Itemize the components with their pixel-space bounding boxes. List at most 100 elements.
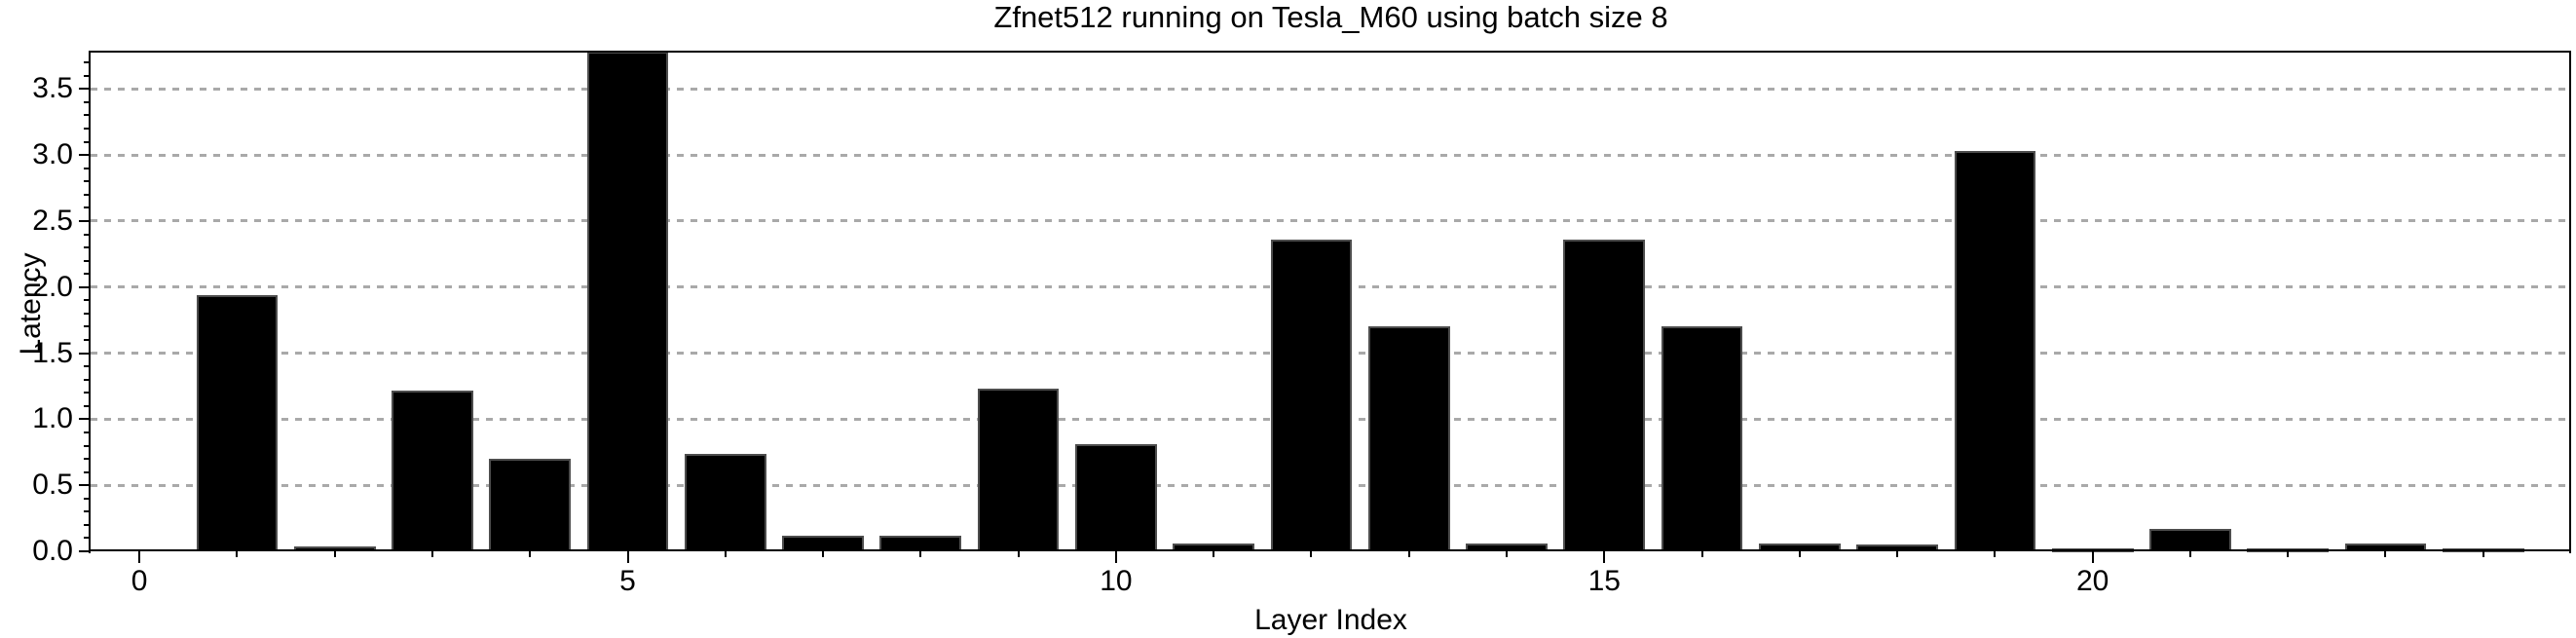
x-minor-tick (1310, 551, 1313, 557)
y-gridline (91, 87, 2571, 91)
y-minor-tick (84, 392, 91, 394)
y-major-tick (79, 88, 91, 91)
axis-spine-bottom (89, 549, 2571, 551)
x-minor-tick (1407, 551, 1410, 557)
y-minor-tick (84, 325, 91, 328)
x-tick-label: 5 (619, 565, 636, 597)
y-gridline (91, 153, 2571, 157)
y-minor-tick (84, 470, 91, 473)
y-major-tick (79, 219, 91, 222)
bar-layer-4 (489, 459, 572, 551)
x-minor-tick (1505, 551, 1508, 557)
y-minor-tick (84, 167, 91, 169)
plot-area (91, 51, 2571, 553)
x-major-tick (1114, 551, 1117, 563)
y-minor-tick (84, 100, 91, 103)
x-minor-tick (724, 551, 727, 557)
x-minor-tick (1994, 551, 1997, 557)
y-minor-tick (84, 246, 91, 249)
x-major-tick (1603, 551, 1606, 563)
y-minor-tick (84, 299, 91, 302)
y-minor-tick (84, 365, 91, 368)
x-major-tick (138, 551, 141, 563)
x-tick-label: 15 (1587, 565, 1621, 597)
bar-layer-9 (977, 389, 1060, 551)
y-minor-tick (84, 378, 91, 381)
y-minor-tick (84, 510, 91, 513)
x-major-tick (626, 551, 629, 563)
y-minor-tick (84, 339, 91, 341)
x-minor-tick (2287, 551, 2290, 557)
y-minor-tick (84, 273, 91, 276)
y-major-tick (79, 154, 91, 157)
y-tick-label: 2.0 (32, 270, 73, 303)
x-minor-tick (529, 551, 532, 557)
y-major-tick (79, 352, 91, 355)
x-minor-tick (333, 551, 336, 557)
y-minor-tick (84, 233, 91, 236)
x-minor-tick (2482, 551, 2484, 557)
x-minor-tick (2188, 551, 2191, 557)
bar-layer-15 (1563, 239, 1646, 551)
x-minor-tick (919, 551, 922, 557)
y-minor-tick (84, 431, 91, 433)
y-tick-label: 0.5 (32, 469, 73, 502)
y-minor-tick (84, 193, 91, 196)
x-axis-label: Layer Index (1254, 604, 1407, 636)
y-minor-tick (84, 444, 91, 447)
x-major-tick (2091, 551, 2094, 563)
bar-layer-19 (1954, 151, 2036, 551)
y-major-tick (79, 418, 91, 421)
x-minor-tick (1017, 551, 1020, 557)
y-minor-tick (84, 140, 91, 143)
bar-layer-3 (392, 390, 473, 551)
axis-spine-right (2569, 51, 2571, 553)
bar-layer-16 (1661, 326, 1743, 551)
x-minor-tick (822, 551, 825, 557)
x-tick-label: 10 (1100, 565, 1133, 597)
bar-layer-6 (684, 453, 766, 551)
y-tick-label: 3.5 (32, 72, 73, 105)
x-tick-label: 20 (2075, 565, 2109, 597)
bar-layer-1 (196, 294, 279, 551)
chart-title: Zfnet512 running on Tesla_M60 using batc… (993, 0, 1668, 34)
x-minor-tick (1700, 551, 1703, 557)
y-minor-tick (84, 523, 91, 526)
x-tick-label: 0 (131, 565, 148, 597)
x-minor-tick (2384, 551, 2387, 557)
bar-layer-10 (1075, 444, 1157, 551)
y-tick-label: 1.5 (32, 336, 73, 369)
x-minor-tick (236, 551, 239, 557)
y-gridline (91, 219, 2571, 223)
y-minor-tick (84, 537, 91, 540)
bar-layer-5 (586, 52, 669, 551)
bar-layer-21 (2149, 528, 2231, 551)
y-minor-tick (84, 128, 91, 131)
bar-layer-13 (1367, 326, 1450, 551)
y-minor-tick (84, 206, 91, 209)
y-minor-tick (84, 312, 91, 315)
y-major-tick (79, 550, 91, 552)
axis-spine-left (89, 51, 91, 553)
y-minor-tick (84, 114, 91, 117)
y-tick-label: 0.0 (32, 535, 73, 567)
x-minor-tick (1896, 551, 1899, 557)
y-minor-tick (84, 180, 91, 183)
y-minor-tick (84, 259, 91, 262)
y-minor-tick (84, 61, 91, 64)
y-minor-tick (84, 458, 91, 461)
x-minor-tick (430, 551, 433, 557)
x-minor-tick (1798, 551, 1801, 557)
y-minor-tick (84, 497, 91, 500)
y-tick-label: 3.0 (32, 138, 73, 171)
bar-layer-12 (1270, 239, 1353, 551)
y-tick-label: 1.0 (32, 402, 73, 435)
axis-spine-top (89, 51, 2571, 53)
y-major-tick (79, 285, 91, 288)
y-minor-tick (84, 74, 91, 77)
y-major-tick (79, 484, 91, 487)
y-minor-tick (84, 404, 91, 407)
y-tick-label: 2.5 (32, 204, 73, 237)
x-minor-tick (1213, 551, 1215, 557)
